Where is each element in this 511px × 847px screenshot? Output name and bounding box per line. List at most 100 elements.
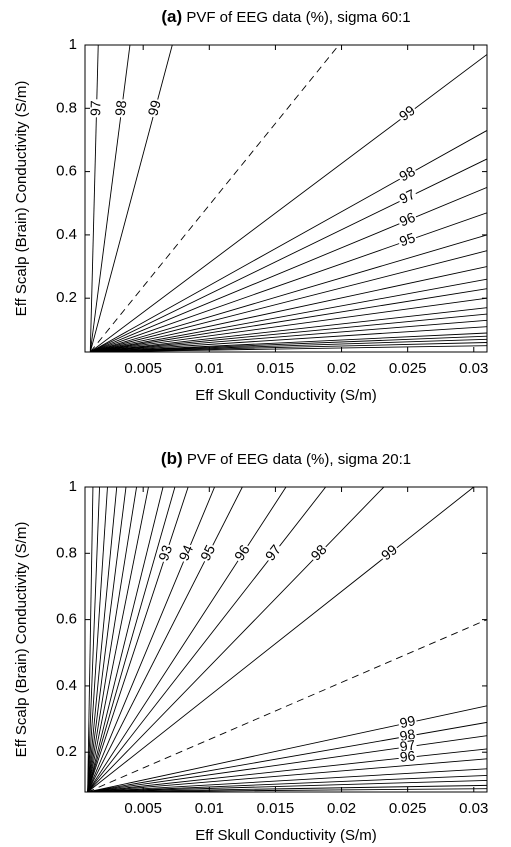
contour-label-group: 93 bbox=[155, 542, 176, 565]
contour-label: 98 bbox=[396, 163, 418, 185]
y-tick-label: 1 bbox=[69, 478, 77, 495]
contour-line bbox=[87, 619, 487, 792]
plot-frame bbox=[84, 486, 488, 793]
title-text: PVF of EEG data (%), sigma 20:1 bbox=[187, 451, 411, 468]
contour-label-bg bbox=[156, 542, 176, 565]
contour-line bbox=[87, 774, 487, 792]
plot-frame bbox=[84, 44, 488, 353]
contour-line bbox=[87, 487, 164, 792]
contour-line bbox=[90, 266, 487, 352]
contour-label-group: 96 bbox=[397, 747, 418, 766]
contour-label-bg bbox=[378, 542, 402, 565]
contour-label-bg bbox=[262, 541, 285, 565]
contour-label-bg bbox=[198, 542, 220, 565]
y-tick-label: 0.4 bbox=[56, 226, 77, 243]
contour-label-bg bbox=[177, 542, 197, 565]
contour-label-bg bbox=[396, 102, 420, 125]
contour-label: 95 bbox=[397, 229, 417, 249]
y-tick-label: 0.8 bbox=[56, 99, 77, 116]
contour-label: 98 bbox=[307, 541, 329, 563]
x-tick-label: 0.01 bbox=[195, 800, 224, 817]
contour-line bbox=[87, 784, 487, 792]
contour-line bbox=[87, 487, 327, 792]
panel: (a) PVF of EEG data (%), sigma 60:1 Eff S… bbox=[13, 7, 488, 403]
contour-line bbox=[87, 487, 287, 792]
contour-label-bg bbox=[396, 187, 419, 208]
y-tick-label: 0.4 bbox=[56, 677, 77, 694]
contour-label: 99 bbox=[398, 712, 417, 731]
contour-label-group: 96 bbox=[231, 541, 254, 565]
contour-label-group: 97 bbox=[396, 186, 419, 208]
contour-label-bg bbox=[396, 231, 419, 251]
contour-label-group: 99 bbox=[396, 102, 420, 125]
contour-line bbox=[87, 487, 475, 792]
contour-lines bbox=[87, 487, 487, 792]
contour-line bbox=[87, 758, 487, 792]
y-axis-label: Eff Scalp (Brain) Conductivity (S/m) bbox=[13, 81, 30, 317]
contour-line bbox=[87, 487, 108, 792]
contour-label-bg bbox=[396, 164, 419, 186]
contour-line bbox=[90, 250, 487, 352]
y-tick-label: 0.2 bbox=[56, 743, 77, 760]
y-tick-label: 0.6 bbox=[56, 163, 77, 180]
contour-label-group: 97 bbox=[87, 99, 104, 118]
contour-line bbox=[87, 748, 487, 792]
contour-line bbox=[89, 45, 99, 352]
contour-label: 96 bbox=[397, 209, 418, 230]
contour-line bbox=[87, 788, 487, 792]
x-tick-label: 0.005 bbox=[124, 360, 162, 377]
contour-line bbox=[87, 487, 138, 792]
x-tick-label: 0.015 bbox=[257, 800, 295, 817]
contour-line bbox=[89, 45, 131, 352]
contour-line bbox=[87, 487, 189, 792]
contour-label: 95 bbox=[197, 542, 218, 563]
contour-label: 96 bbox=[231, 542, 253, 564]
contour-line bbox=[87, 735, 487, 792]
contour-label-group: 98 bbox=[396, 163, 419, 186]
contour-line bbox=[87, 705, 487, 792]
contour-line bbox=[90, 342, 487, 352]
contour-line bbox=[87, 487, 100, 792]
contour-line bbox=[90, 297, 487, 352]
contour-line bbox=[90, 212, 487, 352]
contour-line bbox=[90, 307, 487, 352]
x-tick-label: 0.03 bbox=[459, 360, 488, 377]
contour-line bbox=[90, 278, 487, 352]
y-tick-label: 0.6 bbox=[56, 611, 77, 628]
contour-label-bg bbox=[89, 99, 104, 118]
contour-line bbox=[87, 721, 487, 792]
x-tick-label: 0.005 bbox=[124, 800, 162, 817]
contour-line bbox=[87, 487, 243, 792]
chart-title: (a) PVF of EEG data (%), sigma 60:1 bbox=[161, 7, 410, 26]
contour-label: 97 bbox=[397, 186, 418, 207]
contour-line bbox=[90, 335, 487, 352]
contour-line bbox=[87, 487, 176, 792]
x-tick-label: 0.02 bbox=[327, 360, 356, 377]
contour-lines bbox=[89, 45, 487, 352]
contour-line bbox=[90, 288, 487, 352]
contour-label-bg bbox=[396, 210, 419, 231]
contour-label: 97 bbox=[87, 100, 103, 116]
contour-line bbox=[90, 130, 487, 352]
x-axis-label: Eff Skull Conductivity (S/m) bbox=[195, 827, 376, 844]
chart-title: (b) PVF of EEG data (%), sigma 20:1 bbox=[161, 449, 411, 468]
contour-label: 99 bbox=[144, 98, 164, 117]
contour-line bbox=[87, 487, 216, 792]
contour-label-group: 99 bbox=[397, 712, 418, 732]
contour-label: 96 bbox=[399, 747, 416, 765]
x-tick-label: 0.02 bbox=[327, 800, 356, 817]
contour-label-group: 98 bbox=[307, 541, 331, 565]
contour-label-bg bbox=[397, 714, 418, 732]
contour-line bbox=[90, 313, 487, 352]
x-tick-label: 0.01 bbox=[195, 360, 224, 377]
contour-label-group: 94 bbox=[175, 542, 197, 565]
contour-line bbox=[90, 326, 487, 352]
contour-line bbox=[90, 345, 487, 352]
contour-label-bg bbox=[232, 541, 254, 565]
contour-label-bg bbox=[308, 541, 331, 565]
contour-line bbox=[87, 779, 487, 792]
y-tick-label: 0.8 bbox=[56, 544, 77, 561]
contour-label: 93 bbox=[155, 543, 175, 563]
contour-line bbox=[87, 487, 127, 792]
contour-line bbox=[87, 768, 487, 792]
